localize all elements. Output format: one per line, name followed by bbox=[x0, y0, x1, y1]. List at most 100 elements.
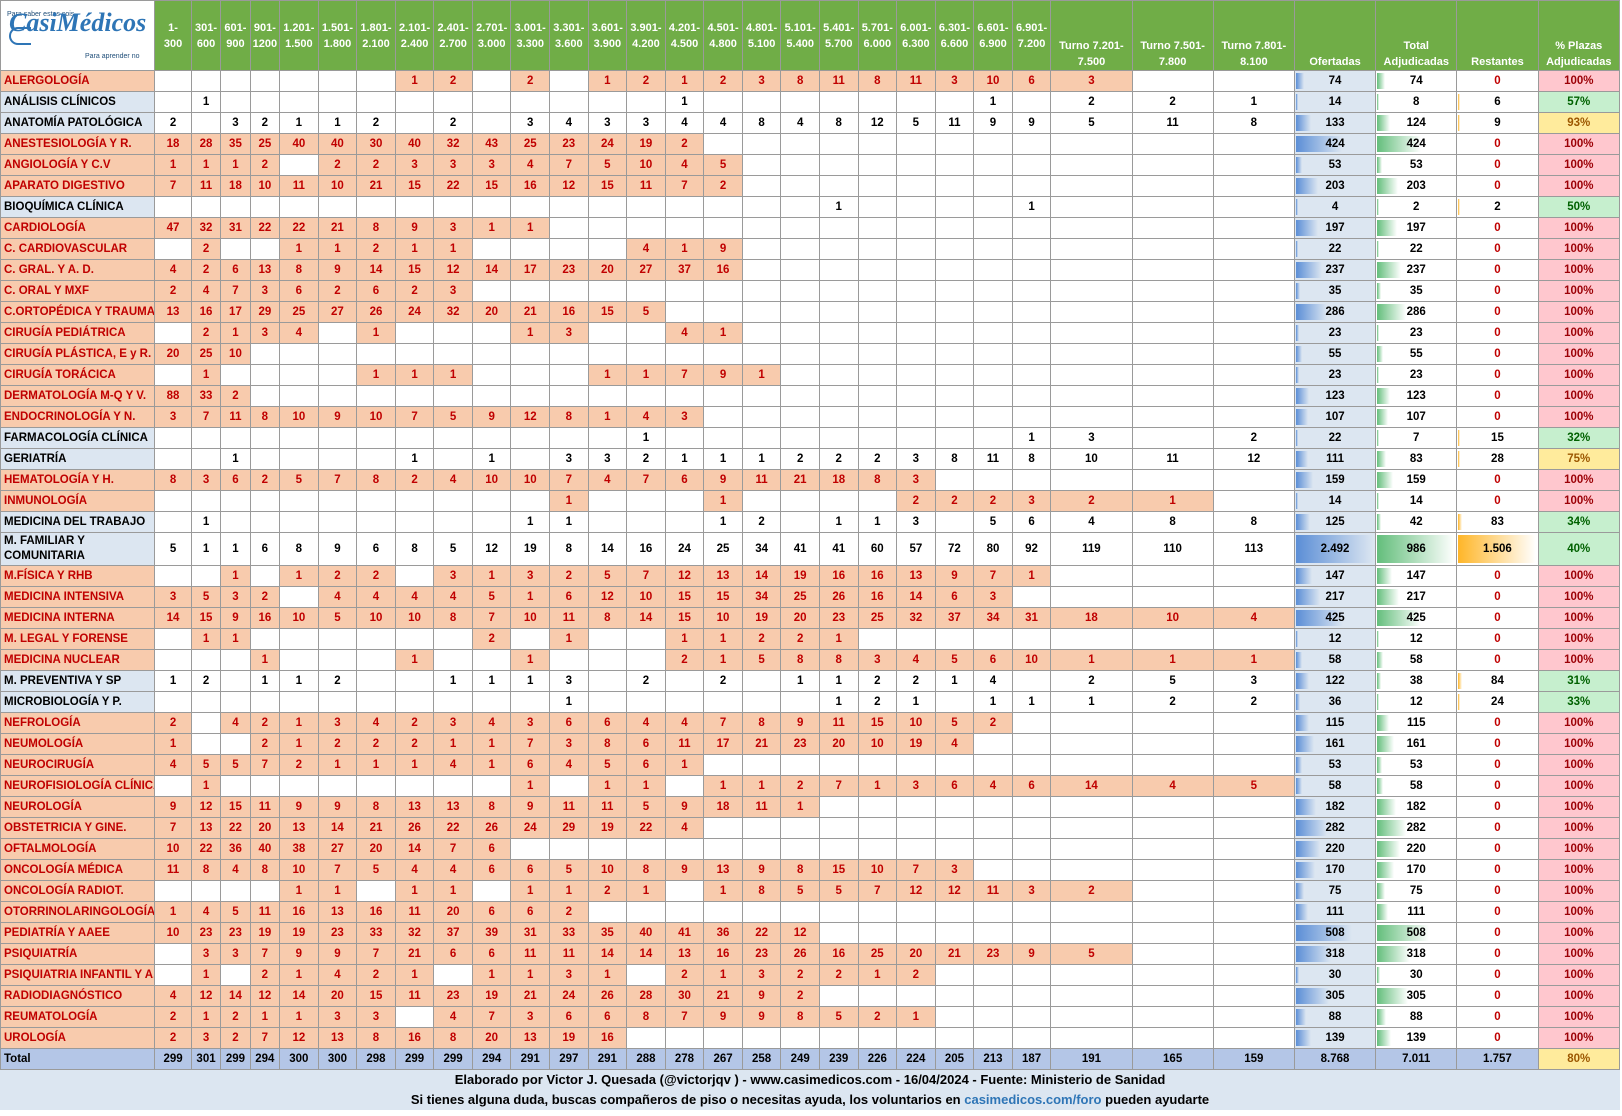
range-cell: 3 bbox=[587, 448, 628, 470]
data-bar bbox=[1377, 514, 1382, 530]
specialty-name: OFTALMOLOGÍA bbox=[0, 838, 156, 860]
pct-cell: 100% bbox=[1537, 943, 1621, 965]
range-cell: 1 bbox=[279, 670, 319, 692]
range-cell bbox=[780, 238, 820, 260]
range-cell bbox=[1212, 964, 1295, 986]
range-cell bbox=[433, 628, 473, 650]
range-cell bbox=[1212, 628, 1295, 650]
range-cell bbox=[1131, 1006, 1214, 1028]
range-cell: 2 bbox=[780, 775, 820, 797]
range-cell bbox=[510, 490, 551, 512]
range-cell: 4 bbox=[1212, 607, 1295, 629]
range-cell: 2 bbox=[1131, 91, 1214, 113]
range-cell bbox=[780, 838, 820, 860]
range-cell: 1 bbox=[279, 964, 319, 986]
range-cell bbox=[433, 427, 473, 449]
range-cell bbox=[1212, 712, 1295, 734]
range-cell: 1 bbox=[626, 364, 666, 386]
range-cell bbox=[1131, 985, 1214, 1007]
forum-link[interactable]: casimedicos.com/foro bbox=[964, 1092, 1102, 1107]
range-cell bbox=[818, 175, 859, 197]
range-cell: 2 bbox=[249, 154, 281, 176]
range-cell bbox=[394, 490, 435, 512]
range-cell bbox=[741, 322, 782, 344]
data-bar bbox=[1377, 673, 1382, 689]
ofer-value: 139 bbox=[1325, 1032, 1345, 1044]
range-cell: 8 bbox=[1011, 448, 1052, 470]
range-cell: 1 bbox=[703, 322, 743, 344]
range-cell bbox=[780, 1027, 820, 1049]
range-cell bbox=[1212, 196, 1295, 218]
range-cell: 2 bbox=[249, 733, 281, 755]
range-cell bbox=[664, 691, 705, 713]
range-cell: 16 bbox=[510, 175, 551, 197]
range-cell bbox=[1050, 322, 1133, 344]
range-cell bbox=[818, 406, 859, 428]
range-cell: 1 bbox=[317, 238, 358, 260]
range-cell: 1 bbox=[1131, 490, 1214, 512]
range-cell bbox=[857, 427, 898, 449]
adj-value: 159 bbox=[1406, 474, 1426, 486]
range-cell: 3 bbox=[510, 112, 551, 134]
data-bar bbox=[1377, 388, 1391, 404]
range-cell: 5 bbox=[549, 859, 589, 881]
range-cell: 2 bbox=[154, 112, 192, 134]
adj-value: 425 bbox=[1406, 612, 1426, 624]
range-cell bbox=[510, 364, 551, 386]
adj-value: 74 bbox=[1409, 75, 1423, 87]
range-cell bbox=[857, 922, 898, 944]
range-cell: 1 bbox=[220, 322, 251, 344]
range-cell: 7 bbox=[664, 364, 705, 386]
range-cell: 11 bbox=[741, 469, 782, 491]
data-bar bbox=[1377, 694, 1380, 710]
ofer-value: 88 bbox=[1328, 1011, 1342, 1023]
range-cell: 7 bbox=[857, 880, 898, 902]
range-cell: 8 bbox=[741, 712, 782, 734]
pct-cell: 100% bbox=[1537, 607, 1621, 629]
ofer-value: 107 bbox=[1325, 411, 1345, 423]
range-cell: 1 bbox=[510, 649, 551, 671]
table-row: CIRUGÍA PEDIÁTRICA 2 1 3 4 1 1 3 4 1 23 23 0 100% bbox=[0, 322, 1621, 344]
range-cell bbox=[1011, 754, 1052, 776]
range-cell bbox=[1131, 565, 1214, 587]
data-bar bbox=[1295, 73, 1304, 89]
range-cell bbox=[1212, 280, 1295, 302]
range-cell: 3 bbox=[190, 469, 222, 491]
range-cell: 2 bbox=[510, 70, 551, 92]
data-bar bbox=[1295, 262, 1322, 278]
range-cell: 23 bbox=[818, 607, 859, 629]
range-cell: 14 bbox=[626, 943, 666, 965]
range-cell: 9 bbox=[279, 943, 319, 965]
specialty-name: BIOQUÍMICA CLÍNICA bbox=[0, 196, 156, 218]
range-cell: 1 bbox=[1011, 427, 1052, 449]
range-cell bbox=[857, 838, 898, 860]
range-header: 301- 600 bbox=[190, 0, 222, 71]
table-row: M. PREVENTIVA Y SP 1 2 1 1 2 1 1 1 3 2 2 1 1 2 2 1 4 2 5 3 12… bbox=[0, 670, 1621, 692]
range-cell bbox=[1131, 838, 1214, 860]
range-cell bbox=[741, 901, 782, 923]
pct-cell: 100% bbox=[1537, 880, 1621, 902]
range-cell bbox=[549, 364, 589, 386]
range-cell bbox=[934, 901, 975, 923]
range-cell: 1 bbox=[587, 70, 628, 92]
range-cell bbox=[471, 880, 512, 902]
adj-value: 220 bbox=[1406, 843, 1426, 855]
range-cell bbox=[154, 775, 192, 797]
range-cell bbox=[587, 322, 628, 344]
range-cell bbox=[1011, 628, 1052, 650]
data-bar bbox=[1377, 715, 1390, 731]
range-cell bbox=[1131, 154, 1214, 176]
pct-cell: 100% bbox=[1537, 133, 1621, 155]
range-cell: 2 bbox=[626, 70, 666, 92]
data-bar bbox=[1295, 778, 1302, 794]
range-cell: 12 bbox=[1212, 448, 1295, 470]
range-cell: 2 bbox=[818, 448, 859, 470]
range-cell bbox=[934, 691, 975, 713]
range-cell bbox=[703, 754, 743, 776]
data-bar bbox=[1295, 430, 1298, 446]
range-cell bbox=[1212, 943, 1295, 965]
range-cell: 9 bbox=[220, 607, 251, 629]
range-cell bbox=[896, 196, 936, 218]
data-bar bbox=[1295, 199, 1298, 215]
range-cell: 5 bbox=[780, 880, 820, 902]
